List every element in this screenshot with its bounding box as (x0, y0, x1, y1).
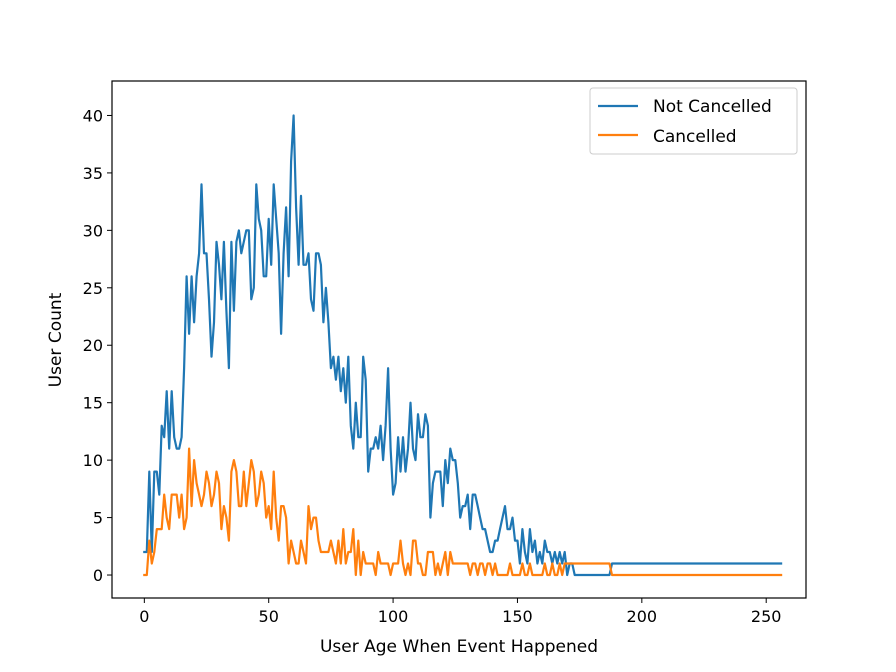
series-line-cancelled (143, 447, 783, 577)
legend-box (589, 87, 798, 155)
x-tick-label: 0 (139, 607, 149, 626)
x-tick-label: 50 (259, 607, 279, 626)
x-tick-label: 150 (502, 607, 533, 626)
x-tick-label: 250 (751, 607, 782, 626)
legend-label-cancelled: Cancelled (653, 127, 737, 147)
series-line-not-cancelled (143, 114, 783, 577)
y-axis: 0 5 10 15 20 25 30 35 40 (83, 106, 112, 585)
y-tick-label: 0 (93, 566, 103, 585)
series-layer (143, 114, 783, 577)
x-tick-label: 200 (627, 607, 658, 626)
y-tick-label: 35 (83, 164, 103, 183)
x-axis: 0 50 100 150 200 250 (139, 598, 781, 626)
y-tick-label: 40 (83, 106, 103, 125)
y-tick-label: 10 (83, 451, 103, 470)
y-tick-label: 15 (83, 394, 103, 413)
y-tick-label: 30 (83, 221, 103, 240)
plot-area (112, 81, 806, 598)
y-tick-label: 5 (93, 509, 103, 528)
legend-label-not-cancelled: Not Cancelled (653, 97, 772, 117)
legend: Not Cancelled Cancelled (589, 87, 798, 155)
x-axis-label: User Age When Event Happened (320, 637, 598, 657)
y-tick-label: 20 (83, 336, 103, 355)
x-tick-label: 100 (378, 607, 409, 626)
y-tick-label: 25 (83, 279, 103, 298)
y-axis-label: User Count (46, 292, 66, 387)
plot-frame (111, 80, 807, 599)
